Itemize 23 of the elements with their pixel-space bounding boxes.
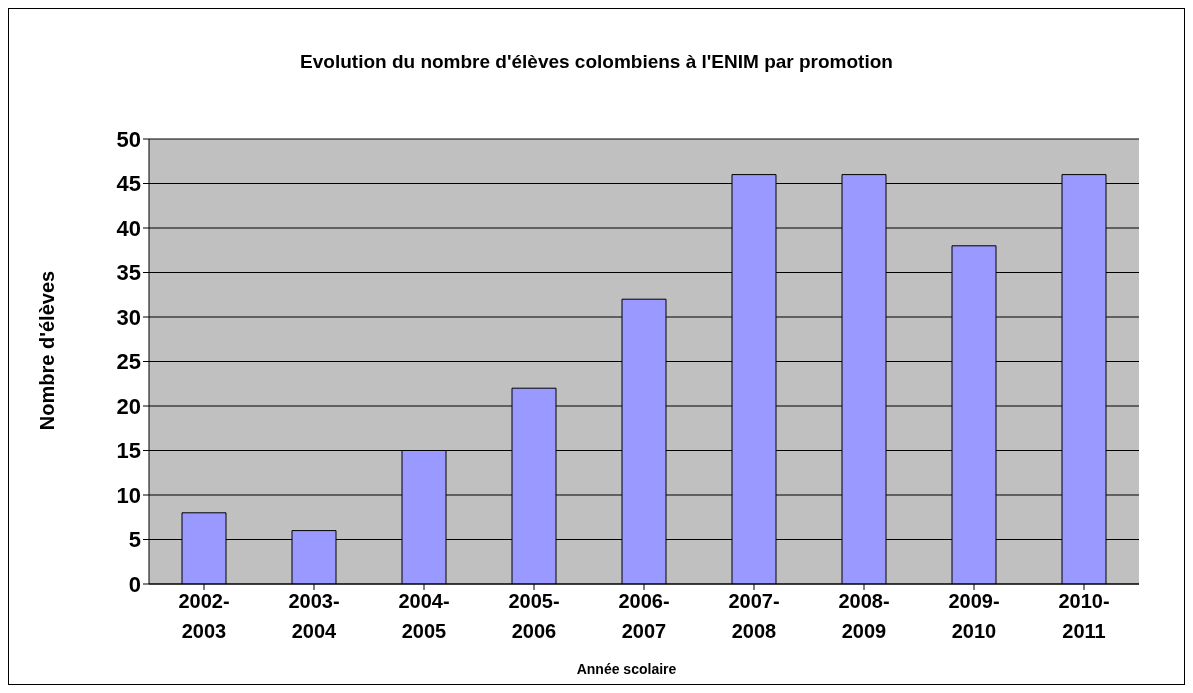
x-axis-title: Année scolaire	[575, 661, 678, 677]
y-tick-label: 10	[116, 482, 141, 508]
x-tick-label: 2003-2004	[288, 590, 340, 642]
x-tick-label: 2010-2011	[1058, 590, 1110, 642]
y-tick-label: 5	[128, 527, 141, 553]
y-axis-title: Nombre d'élèves	[35, 269, 59, 433]
x-tick-label: 2008-2009	[838, 590, 890, 642]
x-tick-label: 2006-2007	[618, 590, 670, 642]
y-tick-label: 30	[116, 304, 141, 330]
y-tick-label: 15	[116, 438, 141, 464]
y-tick-label: 50	[116, 126, 141, 152]
chart-title: Evolution du nombre d'élèves colombiens à l'ENIM par promotion	[299, 51, 894, 73]
x-tick-label: 2005-2006	[508, 590, 560, 642]
y-tick-label: 45	[116, 171, 141, 197]
y-tick-label: 40	[116, 215, 141, 241]
x-tick-label: 2009-2010	[948, 590, 1000, 642]
x-tick-label: 2004-2005	[398, 590, 450, 642]
y-tick-label: 35	[116, 260, 141, 286]
y-tick-label: 25	[116, 349, 141, 375]
x-tick-label: 2007-2008	[728, 590, 780, 642]
x-tick-label: 2002-2003	[178, 590, 230, 642]
y-tick-label: 0	[128, 571, 141, 597]
y-tick-label: 20	[116, 393, 141, 419]
